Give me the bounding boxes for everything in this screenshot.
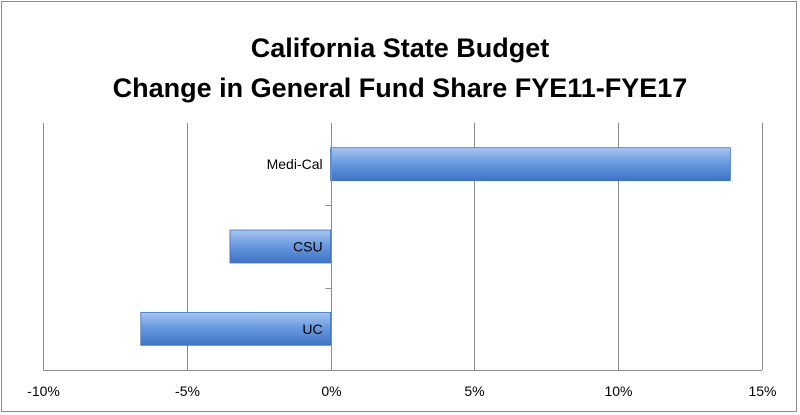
chart-title-line-1: California State Budget bbox=[250, 33, 550, 63]
category-label: Medi-Cal bbox=[267, 156, 323, 172]
x-tick-label: 15% bbox=[748, 383, 776, 399]
labels: -10% -5% 0% 5% 10% 15% Medi-Cal CSU UC bbox=[27, 156, 776, 399]
x-tick-label: 5% bbox=[464, 383, 484, 399]
category-label: CSU bbox=[293, 239, 323, 255]
bar-uc bbox=[140, 311, 331, 346]
bars bbox=[140, 147, 731, 346]
axes bbox=[43, 123, 762, 371]
chart-title: California State Budget Change in Genera… bbox=[0, 28, 800, 108]
chart-title-line-2: Change in General Fund Share FYE11-FYE17 bbox=[112, 73, 688, 103]
bar-medi-cal bbox=[330, 147, 731, 182]
x-tick-label: -10% bbox=[27, 383, 60, 399]
x-tick-label: -5% bbox=[175, 383, 200, 399]
category-label: UC bbox=[302, 321, 322, 337]
bar-csu bbox=[229, 229, 332, 264]
x-tick-label: 0% bbox=[321, 383, 341, 399]
x-tick-label: 10% bbox=[604, 383, 632, 399]
